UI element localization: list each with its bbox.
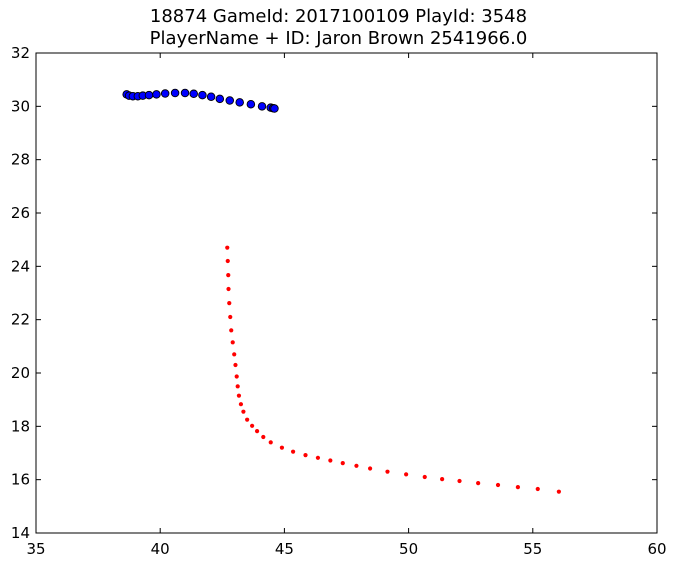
y-tick-label: 18 <box>11 417 30 435</box>
y-tick-label: 26 <box>11 204 30 222</box>
x-tick-label: 60 <box>647 540 666 558</box>
data-point <box>225 245 230 250</box>
data-point <box>206 92 216 101</box>
data-point <box>368 466 373 471</box>
data-point <box>245 417 250 422</box>
data-point <box>215 94 225 104</box>
data-point <box>144 90 154 100</box>
data-point <box>422 474 427 480</box>
x-tick-label: 35 <box>26 540 45 558</box>
data-point <box>198 90 207 100</box>
data-point <box>303 453 308 458</box>
data-point <box>180 88 190 98</box>
data-point <box>241 409 246 414</box>
chart-title: 18874 GameId: 2017100109 PlayId: 3548 Pl… <box>0 6 677 50</box>
x-tick-label: 45 <box>275 540 294 558</box>
y-tick-label: 16 <box>11 471 30 489</box>
data-point <box>234 374 239 379</box>
data-point <box>236 393 242 398</box>
x-tick-label: 50 <box>399 540 418 558</box>
data-point <box>238 402 244 407</box>
data-point <box>290 449 296 454</box>
series-1 <box>225 245 561 494</box>
data-point <box>340 461 345 466</box>
data-point <box>457 478 462 484</box>
y-tick-label: 24 <box>11 257 30 275</box>
data-point <box>226 273 231 278</box>
data-point <box>476 481 481 486</box>
data-point <box>556 489 561 494</box>
data-point <box>440 477 445 482</box>
data-point <box>235 98 244 107</box>
data-point <box>152 90 161 99</box>
data-point <box>535 486 540 492</box>
data-point <box>189 89 198 99</box>
data-point <box>160 89 170 98</box>
data-point <box>270 104 279 113</box>
y-tick-label: 22 <box>11 311 30 329</box>
data-point <box>170 88 180 98</box>
data-point <box>254 429 260 434</box>
y-tick-label: 28 <box>11 151 30 169</box>
data-point <box>235 384 240 389</box>
ticks-layer: 35 40 45 50 55 60 14 16 18 20 22 24 26 28 30 32 <box>11 44 667 558</box>
data-point <box>225 96 234 105</box>
data-point <box>229 328 234 333</box>
y-tick-label: 14 <box>11 524 30 542</box>
data-point <box>226 286 231 292</box>
series-0 <box>122 88 279 113</box>
data-point <box>233 362 238 368</box>
series-layer <box>122 88 561 494</box>
data-point <box>261 434 266 440</box>
y-tick-label: 20 <box>11 364 30 382</box>
plot-frame <box>35 52 658 534</box>
chart-title-line-2: PlayerName + ID: Jaron Brown 2541966.0 <box>149 28 528 49</box>
data-point <box>354 463 359 468</box>
chart-title-line-1: 18874 GameId: 2017100109 PlayId: 3548 <box>149 6 528 27</box>
data-point <box>328 458 333 463</box>
y-tick-label: 32 <box>11 44 30 62</box>
data-point <box>279 445 285 450</box>
x-tick-label: 55 <box>523 540 542 558</box>
x-tick-label: 40 <box>151 540 170 558</box>
data-point <box>227 301 232 306</box>
data-point <box>228 314 233 320</box>
data-point <box>315 455 321 460</box>
data-point <box>257 102 267 111</box>
data-point <box>230 340 235 345</box>
data-point <box>404 472 409 477</box>
data-point <box>225 258 230 264</box>
y-tick-label: 30 <box>11 97 30 115</box>
data-point <box>515 485 521 490</box>
data-point <box>268 440 273 445</box>
data-point <box>385 469 390 474</box>
data-point <box>232 352 237 357</box>
data-point <box>495 482 501 488</box>
data-point <box>250 423 255 428</box>
data-point <box>246 99 256 109</box>
